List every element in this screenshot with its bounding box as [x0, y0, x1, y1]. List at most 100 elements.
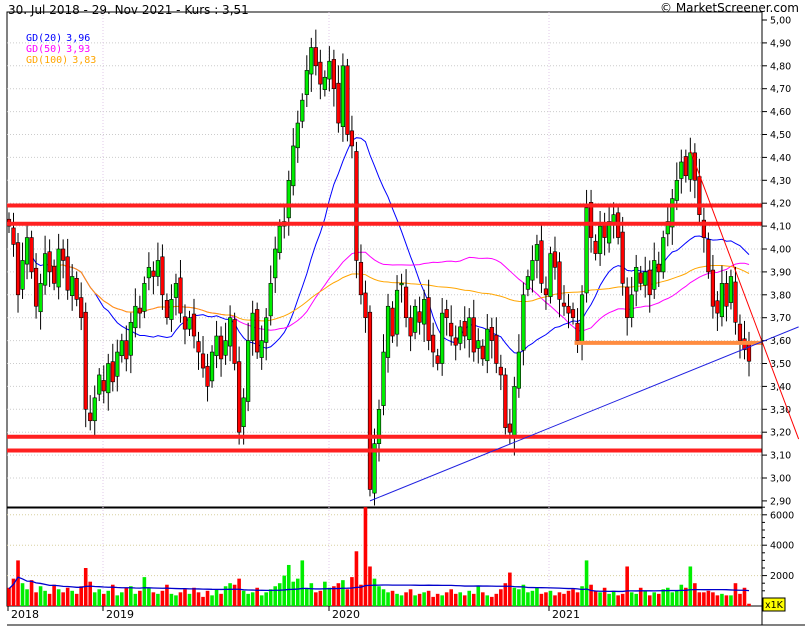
candle-body: [29, 237, 34, 273]
candle: [440, 298, 445, 376]
candle: [512, 376, 517, 456]
volume-bar: [526, 592, 530, 606]
volume-bar: [557, 592, 562, 606]
candle: [101, 365, 106, 404]
candle-body: [719, 283, 725, 318]
candle-body: [679, 161, 684, 179]
volume-bar: [480, 592, 485, 606]
volume-bar: [517, 589, 521, 606]
volume-bar: [575, 592, 580, 606]
candle-body: [701, 219, 706, 238]
candle: [300, 93, 305, 129]
candle-body: [92, 397, 97, 422]
candle-body: [557, 261, 562, 300]
candle-body: [476, 340, 481, 349]
candle-body: [218, 335, 224, 360]
candle-body: [390, 307, 395, 337]
candle: [476, 328, 481, 364]
volume-bar: [440, 595, 444, 606]
candle: [733, 266, 738, 335]
volume-bar: [318, 590, 323, 606]
volume-bar: [192, 587, 196, 606]
candle: [701, 207, 706, 253]
volume-bar: [665, 587, 670, 606]
volume-bar: [530, 590, 535, 606]
candle-body: [191, 313, 197, 337]
volume-bar: [593, 590, 598, 606]
volume-bar: [684, 587, 688, 606]
candle: [227, 305, 233, 362]
candle: [106, 353, 111, 411]
candle: [390, 301, 395, 343]
candle-body: [322, 76, 327, 90]
volume-bar: [521, 584, 526, 606]
candle-body: [588, 201, 594, 238]
volume-bar: [607, 593, 611, 606]
volume-bar: [183, 589, 187, 606]
candle-body: [385, 305, 391, 358]
volume-bar: [449, 589, 453, 606]
candle-body: [408, 317, 413, 337]
candle-body: [227, 317, 233, 347]
volume-bar: [79, 586, 83, 606]
volume-bar: [187, 593, 192, 606]
candle-body: [489, 327, 494, 341]
candle-body: [467, 317, 472, 340]
candle-body: [151, 270, 156, 277]
volume-bar: [715, 595, 720, 606]
volume-bar: [210, 595, 214, 606]
volume-bar: [417, 593, 422, 606]
volume-bar: [165, 584, 169, 606]
candle: [611, 202, 616, 239]
volume-bar: [110, 584, 115, 606]
candle: [29, 230, 34, 279]
volume-bar: [7, 587, 11, 606]
volume-bar: [345, 589, 350, 606]
year-label: 2018: [11, 608, 39, 621]
volume-bar: [656, 593, 661, 606]
volume-bar: [327, 587, 332, 606]
volume-bar: [548, 590, 553, 606]
candle-body: [24, 237, 30, 265]
volume-bar: [174, 595, 178, 606]
volume-bar: [43, 590, 47, 606]
candle-body: [381, 351, 386, 406]
candle: [548, 246, 553, 304]
candle-body: [737, 323, 743, 341]
candle: [200, 336, 206, 378]
candle: [746, 331, 752, 377]
price-tick-label: 3,80: [770, 290, 791, 301]
candle-body: [579, 294, 585, 343]
candle-body: [584, 207, 589, 294]
candle-body: [625, 286, 630, 319]
volume-bar: [133, 593, 138, 606]
volume-bar: [106, 590, 111, 606]
candle: [584, 189, 589, 303]
volume-bar: [620, 593, 625, 606]
candle-body: [291, 145, 296, 187]
candle-body: [115, 351, 120, 377]
candle: [340, 53, 346, 142]
candle: [11, 212, 16, 257]
volume-bar: [638, 587, 643, 606]
candle: [543, 276, 549, 310]
volume-bar: [422, 592, 426, 606]
volume-bar: [305, 587, 309, 606]
volume-bar: [377, 586, 381, 606]
candle: [232, 312, 237, 371]
candle-body: [503, 374, 508, 428]
volume-bar: [706, 590, 711, 606]
candle: [449, 305, 454, 346]
volume-bar: [120, 592, 124, 606]
volume-bar: [323, 581, 327, 606]
candle-body: [449, 322, 454, 337]
candle-body: [345, 65, 350, 135]
candle-body: [223, 340, 228, 356]
year-label: 2020: [332, 608, 360, 621]
candle: [381, 334, 386, 416]
candle: [683, 149, 688, 183]
candle: [372, 428, 377, 506]
candle: [588, 189, 594, 253]
volume-bar: [471, 593, 476, 606]
